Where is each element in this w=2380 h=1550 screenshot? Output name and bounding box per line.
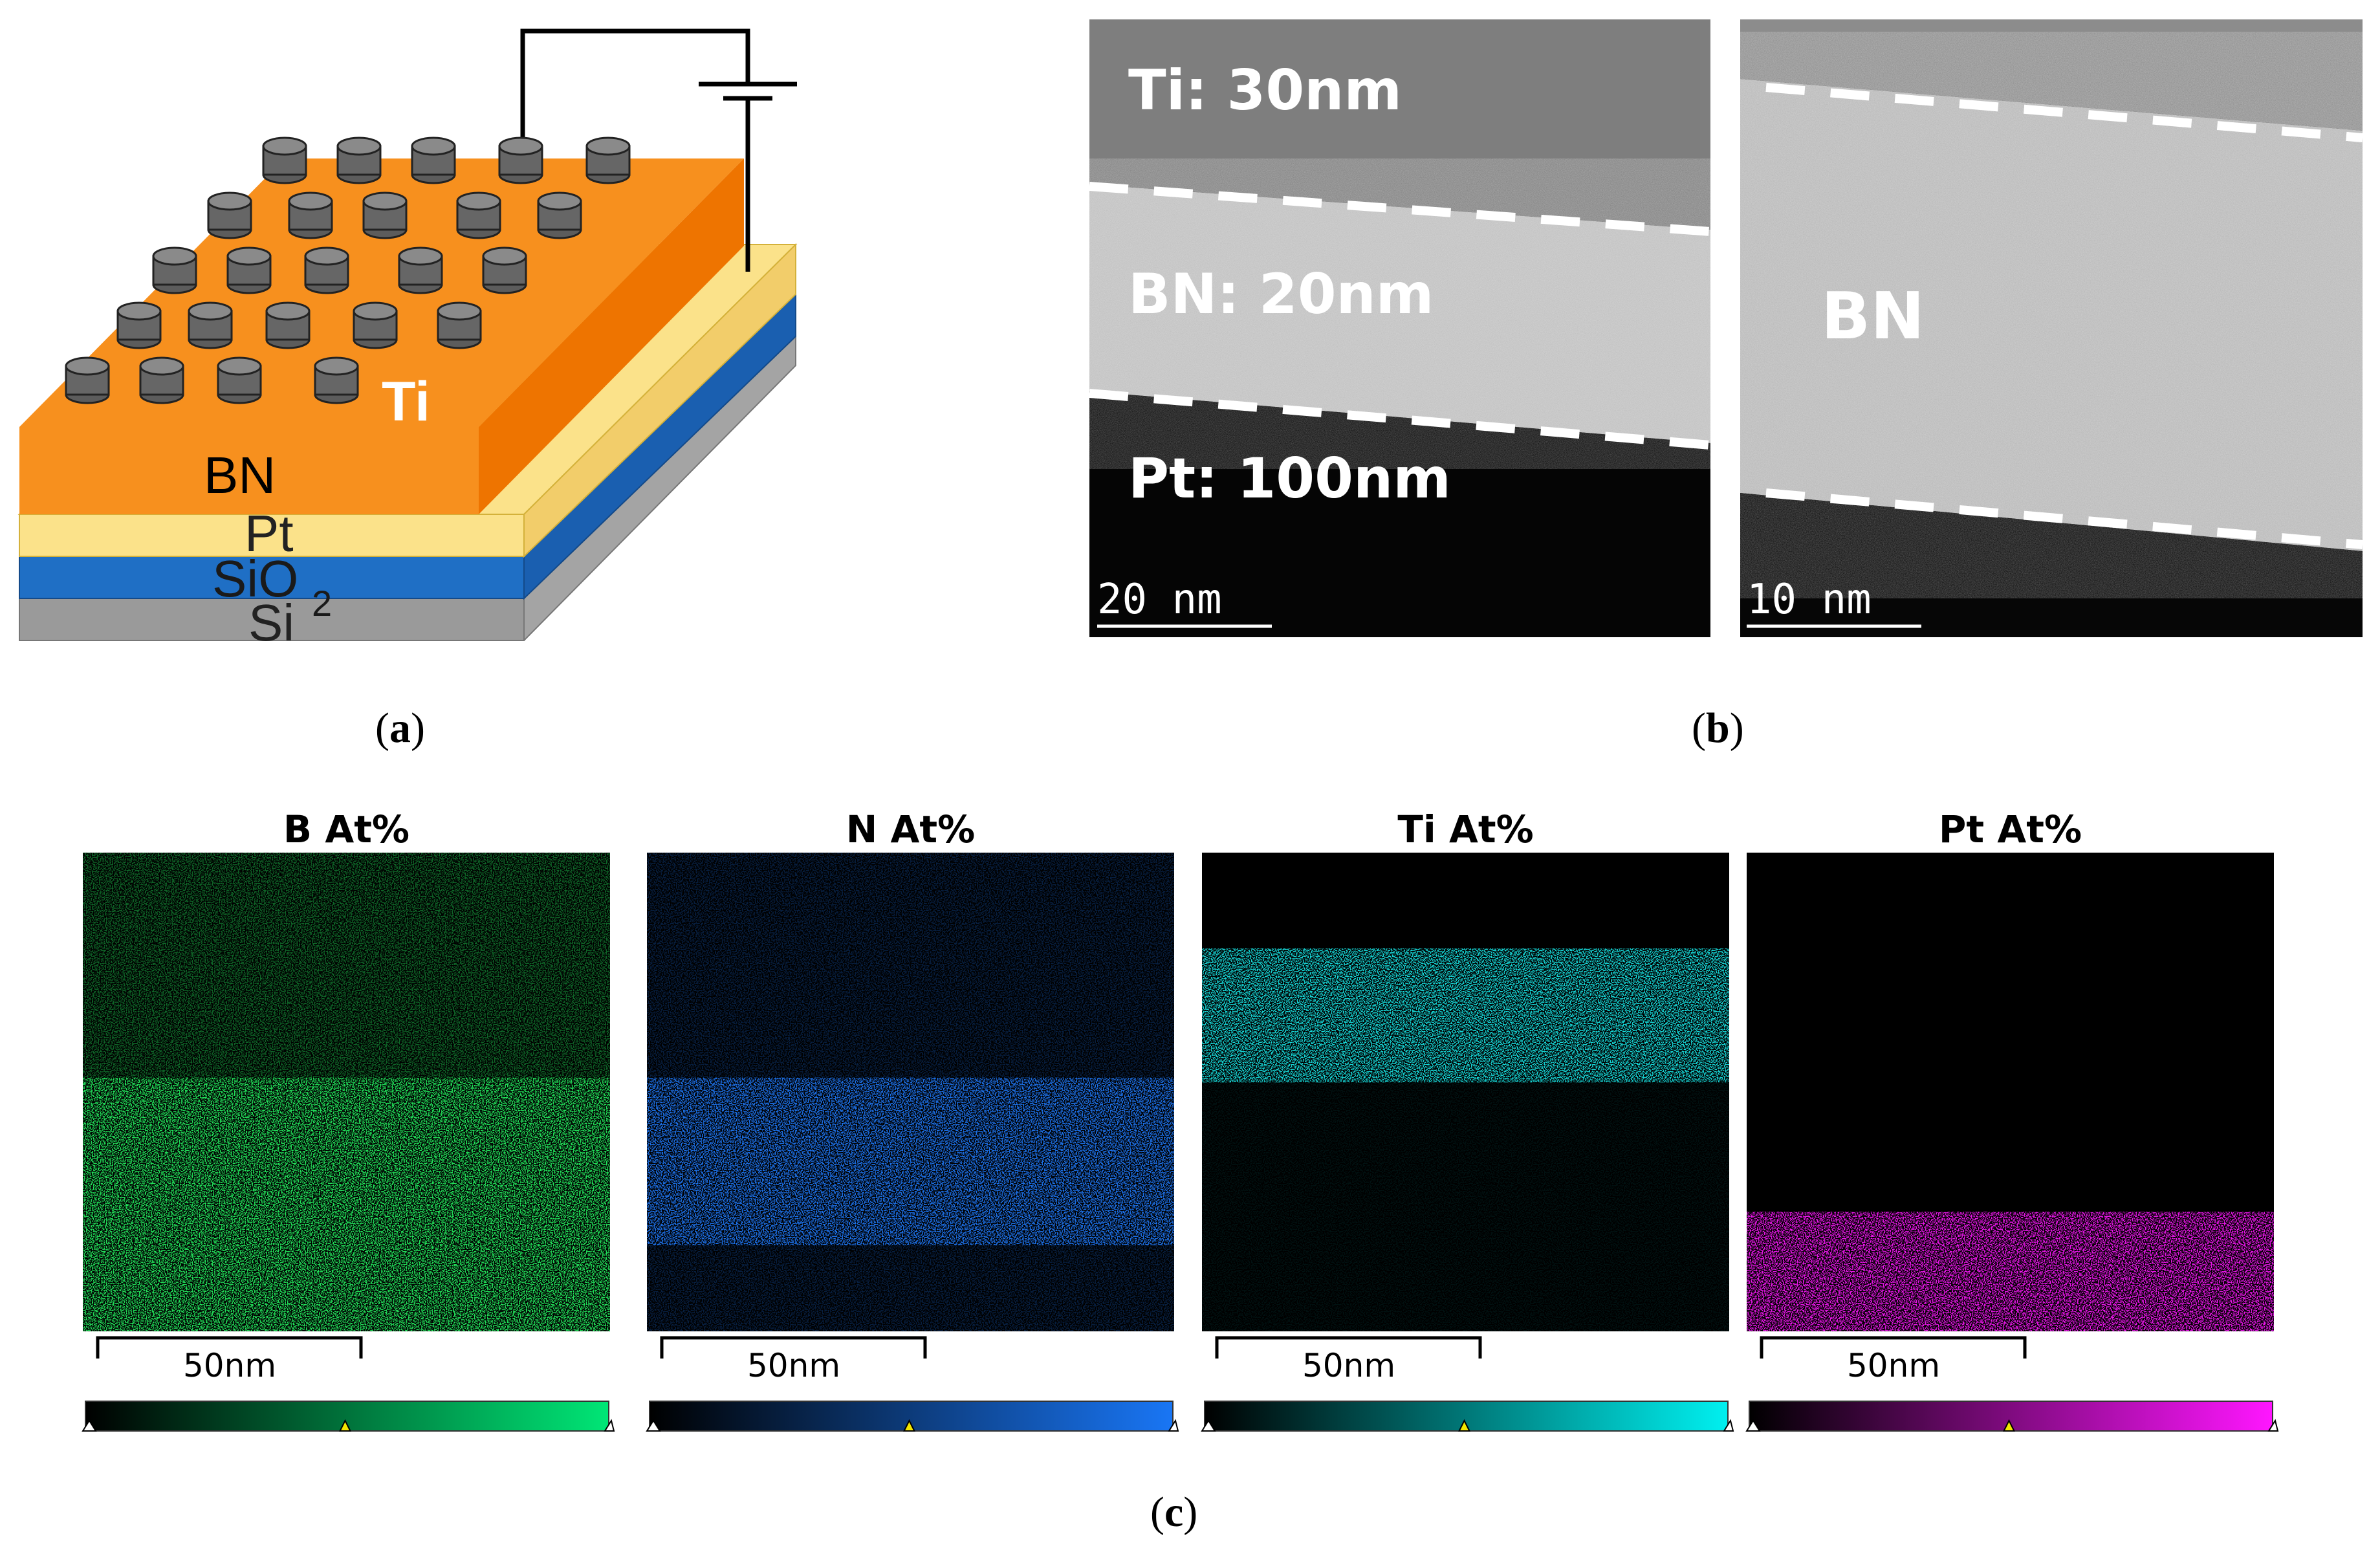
- tem-left-layers: [1089, 19, 1710, 637]
- ti-pad: [362, 191, 408, 239]
- bn-texture: [1740, 79, 2363, 551]
- ti-pad: [353, 301, 398, 349]
- label-sio2-subscript: 2: [312, 583, 332, 624]
- color-scale-bar[interactable]: [82, 1397, 615, 1443]
- ti-pad: [498, 136, 543, 184]
- ti-pad: [116, 301, 162, 349]
- scale-bar-label: 50nm: [1302, 1347, 1396, 1384]
- bn-texture: [1089, 184, 1710, 443]
- ti-pad: [139, 356, 184, 404]
- si-layer-front: [19, 598, 525, 641]
- ti-pad: [304, 246, 349, 294]
- tem-label-bn: BN: 20nm: [1128, 262, 1434, 327]
- scale-bar-label: 50nm: [183, 1347, 277, 1384]
- ti-pad: [336, 136, 382, 184]
- signal-region: [83, 853, 610, 1078]
- scale-bar-label: 50nm: [1847, 1347, 1941, 1384]
- ti-pad: [65, 356, 110, 404]
- ti-pad-array: [65, 136, 631, 404]
- element-map-image: [1747, 853, 2274, 1331]
- caption-a: (a): [375, 704, 425, 752]
- scale-bar: [96, 1336, 363, 1359]
- caption-c-letter: c: [1164, 1489, 1184, 1536]
- scale-bar: [1215, 1336, 1482, 1359]
- ti-pad: [537, 191, 582, 239]
- color-scale-bar[interactable]: [1201, 1397, 1734, 1443]
- label-bn: BN: [204, 446, 276, 504]
- signal-region: [83, 1077, 610, 1331]
- caption-b: (b): [1692, 704, 1744, 752]
- ti-pad: [262, 136, 307, 184]
- tem-right-layers: [1740, 19, 2363, 637]
- signal-region: [647, 1077, 1174, 1245]
- element-map-image: [83, 853, 610, 1331]
- label-pt: Pt: [245, 505, 294, 562]
- pt-region: [1740, 493, 2363, 637]
- ti-pad: [482, 246, 527, 294]
- ti-pad: [314, 356, 359, 404]
- ti-pad: [226, 246, 272, 294]
- interface-upper: [1089, 182, 1710, 236]
- element-map-image: [1202, 853, 1729, 1331]
- signal-region: [1747, 1212, 2274, 1331]
- scale-bar: [1760, 1336, 2027, 1359]
- bn-layer-side: [479, 158, 744, 514]
- scale-bar: [660, 1336, 927, 1359]
- ti-pad: [411, 136, 456, 184]
- interface-lower: [1765, 488, 2363, 549]
- wire: [520, 28, 750, 155]
- tem-scale-label: 20 nm: [1097, 576, 1222, 624]
- tem-label-pt: Pt: 100nm: [1128, 446, 1451, 511]
- tem-image-left: Ti: 30nm BN: 20nm Pt: 100nm 20 nm: [1089, 19, 1710, 637]
- ti-pad: [398, 246, 443, 294]
- ti-pad: [265, 301, 311, 349]
- map-title: Pt At%: [1938, 807, 2082, 851]
- device-schematic: Ti BN Pt SiO 2 Si: [17, 28, 798, 651]
- ti-region: [1740, 19, 2363, 131]
- color-scale-bar[interactable]: [1745, 1397, 2279, 1443]
- scale-bar-label: 50nm: [747, 1347, 841, 1384]
- sio2-layer-front: [19, 556, 525, 599]
- ti-pad: [188, 301, 233, 349]
- ti-pad: [288, 191, 333, 239]
- ti-region: [1089, 19, 1710, 230]
- color-scale-bar[interactable]: [646, 1397, 1179, 1443]
- label-sio2: SiO: [212, 550, 298, 607]
- map-title: B At%: [283, 807, 410, 851]
- interface-upper: [1765, 83, 2363, 142]
- ti-pad: [207, 191, 252, 239]
- map-title: N At%: [846, 807, 976, 851]
- tem-scale-label: 10 nm: [1747, 576, 1872, 624]
- ti-pad: [152, 246, 197, 294]
- pt-region: [1089, 391, 1710, 637]
- caption-b-letter: b: [1705, 704, 1730, 752]
- label-si: Si: [248, 594, 294, 651]
- tem-label-ti: Ti: 30nm: [1128, 58, 1402, 123]
- ti-pad: [217, 356, 262, 404]
- tem-label-bn: BN: [1821, 278, 1925, 354]
- signal-region: [1202, 948, 1729, 1083]
- ti-pad: [456, 191, 501, 239]
- signal-region: [1202, 1082, 1729, 1331]
- bn-layer-front: [19, 427, 479, 514]
- ti-pad: [437, 301, 482, 349]
- label-ti: Ti: [382, 371, 430, 433]
- caption-c: (c): [1150, 1489, 1198, 1536]
- map-title: Ti At%: [1397, 807, 1534, 851]
- element-map-image: [647, 853, 1174, 1331]
- tem-image-right: BN 10 nm: [1740, 19, 2363, 637]
- caption-a-letter: a: [389, 704, 411, 752]
- ti-pad: [585, 136, 631, 184]
- interface-lower: [1089, 389, 1710, 450]
